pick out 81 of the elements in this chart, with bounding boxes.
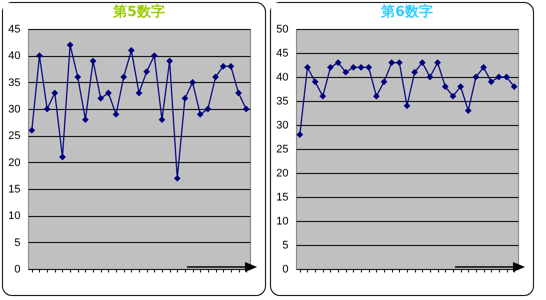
point — [120, 74, 128, 80]
point — [365, 64, 372, 71]
point — [304, 64, 311, 71]
point — [28, 126, 36, 134]
y-tick-label: 35 — [8, 76, 20, 89]
point — [59, 154, 66, 160]
y-tick-label: 0 — [14, 264, 20, 276]
point — [128, 46, 135, 54]
point — [503, 74, 510, 80]
y-tick-label: 40 — [276, 72, 288, 84]
point — [74, 74, 82, 80]
y-tick-label: 45 — [8, 24, 20, 36]
point — [380, 78, 388, 86]
point — [434, 59, 441, 66]
point — [166, 58, 173, 64]
point — [235, 90, 242, 96]
y-tick-label: 10 — [276, 216, 288, 228]
point — [204, 106, 212, 112]
point — [358, 64, 364, 71]
chart-title: 第6数字 — [380, 3, 433, 20]
chart-title: 第5数字 — [112, 3, 165, 20]
y-tick-label: 45 — [276, 48, 288, 60]
point — [174, 174, 181, 182]
point — [327, 64, 334, 71]
point — [228, 62, 234, 70]
y-tick-label: 40 — [8, 50, 20, 62]
y-tick-label: 20 — [276, 168, 288, 180]
point — [388, 59, 396, 66]
point — [450, 92, 456, 100]
point — [480, 64, 487, 71]
y-tick-label: 50 — [276, 24, 288, 36]
point — [411, 68, 418, 76]
point — [373, 92, 380, 100]
y-tick-label: 15 — [276, 192, 288, 204]
point — [196, 110, 204, 118]
y-tick-label: 25 — [276, 144, 288, 156]
point — [404, 102, 410, 110]
point — [426, 74, 434, 80]
y-tick-label: 30 — [276, 120, 288, 132]
point — [51, 90, 58, 96]
y-tick-label: 30 — [8, 104, 20, 116]
point — [418, 59, 426, 66]
point — [334, 59, 342, 66]
y-tick-label: 10 — [8, 210, 20, 222]
point — [496, 74, 502, 80]
point — [510, 83, 518, 90]
point — [189, 78, 196, 86]
point — [312, 78, 318, 86]
point — [488, 78, 495, 86]
point — [105, 90, 112, 96]
point — [44, 106, 50, 112]
point — [36, 52, 43, 60]
point — [97, 94, 104, 102]
point — [136, 90, 142, 96]
y-tick-label: 35 — [276, 96, 288, 108]
y-tick-label: 5 — [282, 240, 288, 252]
point — [82, 116, 89, 124]
point — [150, 52, 158, 60]
y-tick-label: 25 — [8, 130, 20, 142]
point — [442, 83, 449, 90]
y-tick-label: 20 — [8, 156, 20, 169]
point — [457, 83, 464, 90]
point — [112, 110, 120, 118]
y-tick-label: 5 — [14, 236, 20, 249]
y-tick-label: 15 — [8, 184, 20, 196]
point — [158, 116, 166, 124]
point — [143, 68, 150, 76]
point — [182, 94, 188, 102]
point — [342, 68, 350, 76]
point — [350, 64, 357, 71]
point — [296, 131, 304, 138]
point — [212, 74, 219, 80]
point — [66, 42, 74, 48]
point — [464, 107, 472, 114]
point — [396, 59, 403, 66]
point — [90, 58, 96, 64]
point — [220, 62, 227, 70]
point — [319, 92, 326, 100]
y-tick-label: 0 — [282, 264, 288, 276]
point — [242, 106, 250, 112]
point — [472, 74, 480, 80]
